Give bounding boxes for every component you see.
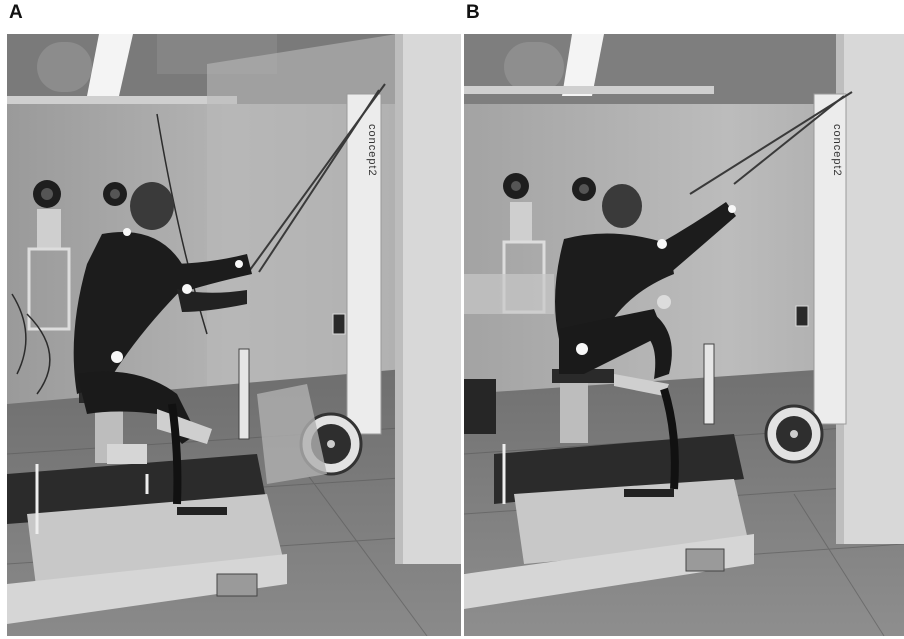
brand-text: concept2: [831, 124, 843, 177]
panel-label-b: B: [466, 2, 480, 23]
photo-panel-a: concept2: [7, 34, 461, 636]
pillar: [395, 34, 461, 564]
foot-plate: [514, 479, 749, 564]
sled-machine: [494, 434, 744, 504]
athlete: [73, 182, 252, 464]
photo-panel-b: concept2: [464, 34, 904, 636]
ceiling-light: [87, 34, 133, 96]
ceiling-light: [562, 34, 604, 96]
photo-a-scene: concept2: [7, 34, 461, 636]
panel-label-a: A: [9, 2, 23, 23]
rower-column: [813, 93, 847, 425]
athlete: [555, 184, 736, 396]
pillar: [836, 34, 904, 544]
photo-b-scene: concept2: [464, 34, 904, 636]
brand-text: concept2: [366, 124, 378, 177]
rower-column: [346, 93, 382, 435]
